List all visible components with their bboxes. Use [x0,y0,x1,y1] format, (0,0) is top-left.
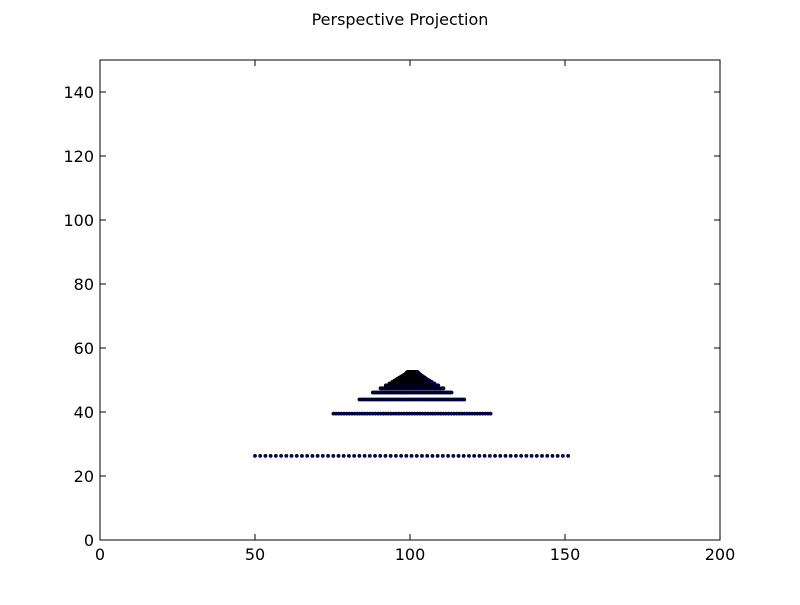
data-point [415,370,420,374]
data-point [440,453,445,458]
data-point [399,453,404,458]
data-point [550,453,555,458]
x-tick-label: 50 [245,545,265,564]
data-point [362,453,367,458]
data-point [273,453,278,458]
data-point [425,453,430,458]
data-point [446,453,450,458]
data-point [409,453,414,458]
data-point [305,453,310,458]
data-point [456,453,461,458]
data-point [477,453,482,458]
x-tick-label: 0 [95,545,105,564]
data-point [540,453,544,458]
data-point [472,453,477,458]
data-point [545,453,550,458]
data-point [529,453,534,458]
data-point [347,453,351,458]
data-point [432,381,437,386]
data-point [462,397,467,402]
data-point [310,453,315,458]
y-tick-label: 40 [74,403,94,422]
data-point [534,453,539,458]
y-tick-label: 20 [74,467,94,486]
data-point [498,453,503,458]
x-tick-label: 100 [395,545,426,564]
y-tick-label: 0 [84,531,94,550]
data-point [414,453,419,458]
data-point [294,453,299,458]
data-point [560,453,565,458]
data-point [420,453,424,458]
data-point [352,453,357,458]
data-point [451,453,456,458]
data-point [514,453,518,458]
data-point [467,453,471,458]
y-tick-label: 60 [74,339,94,358]
data-point [253,453,257,458]
data-points [253,370,571,458]
data-point [258,453,263,458]
y-tick-label: 140 [63,83,94,102]
data-point [449,390,454,395]
data-point [441,386,446,391]
data-point [388,453,393,458]
data-point [268,453,273,458]
data-point [263,453,268,458]
data-point [341,453,346,458]
data-point [357,453,362,458]
data-point [326,453,330,458]
data-point [378,453,383,458]
chart-title: Perspective Projection [311,10,489,29]
data-point [524,453,529,458]
data-point [487,453,492,458]
x-tick-label: 150 [550,545,581,564]
y-tick-label: 120 [63,147,94,166]
x-tick-label: 200 [705,545,736,564]
axis-ticks [99,60,721,541]
data-point [279,453,283,458]
data-point [320,453,325,458]
data-point [461,453,466,458]
data-point [331,453,336,458]
data-point [503,453,508,458]
data-point [404,453,409,458]
data-point [430,453,435,458]
data-point [435,453,440,458]
data-point [519,453,524,458]
data-point [367,453,372,458]
data-point [373,453,377,458]
y-tick-label: 80 [74,275,94,294]
data-point [315,453,320,458]
data-point [300,453,304,458]
data-point [482,453,487,458]
data-point [393,453,398,458]
y-tick-label: 100 [63,211,94,230]
data-point [383,453,388,458]
data-point [555,453,560,458]
tick-labels: 0 50 100 150 200 0 20 40 60 80 100 120 140 [63,83,735,564]
data-point [436,383,441,388]
data-point [493,453,497,458]
data-point [566,453,571,458]
data-point [508,453,513,458]
plot-frame [99,59,721,541]
data-point [336,453,341,458]
data-point [289,453,294,458]
data-point [284,453,289,458]
data-point [488,411,493,416]
